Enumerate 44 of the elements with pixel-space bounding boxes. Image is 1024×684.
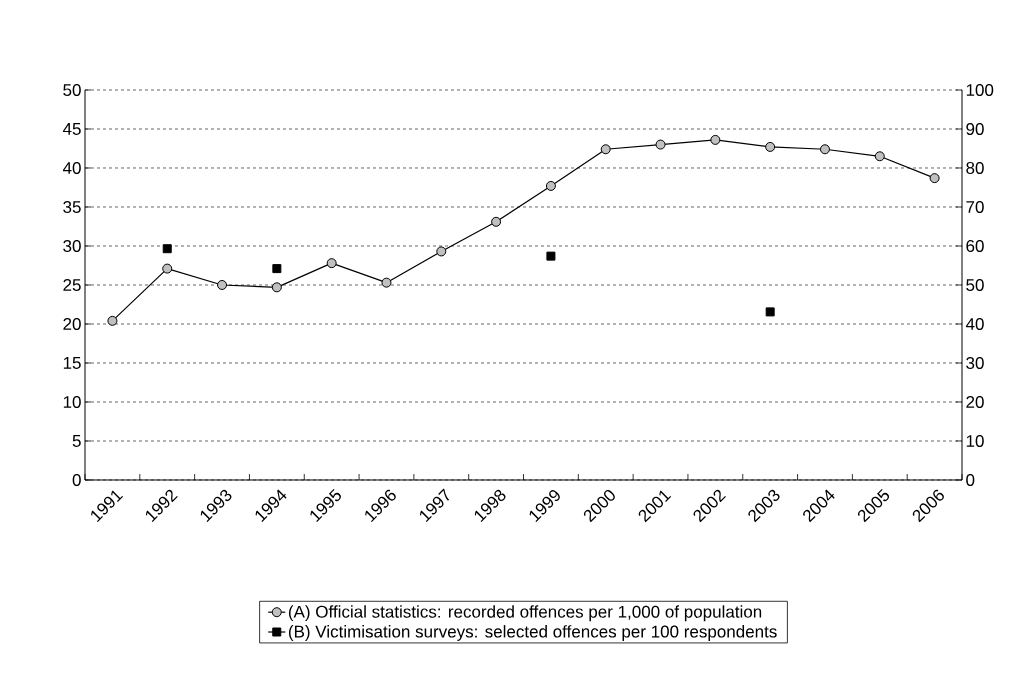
y-tick-label: 10 [63,395,81,409]
y2-tick-label: 10 [966,434,984,448]
point [491,216,502,227]
y-tick-label: 40 [62,161,81,175]
y2-tick-label: 90 [966,122,984,136]
y-tick-label: 25 [63,278,81,292]
point [545,180,556,191]
point [217,279,228,290]
point [874,151,885,162]
y2-tick-label: 20 [966,395,984,409]
y-tick-label: 35 [63,200,81,214]
y-tick-label: 45 [62,123,81,135]
point [600,144,611,155]
point [655,139,666,150]
y-tick-label: 50 [63,83,81,97]
point [819,144,830,155]
point [929,173,940,184]
point [326,258,337,269]
y2-tick-label: 60 [966,239,984,253]
y-tick-label: 30 [63,239,81,253]
y-tick-label: 20 [63,317,81,331]
point [162,263,173,274]
point [546,251,556,261]
y-tick-label: 15 [63,357,81,369]
legend-label: (A) Official statistics: recorded offences per 1,000 of population [288,605,762,622]
y-tick-label: 0 [72,473,81,487]
y-tick-label: 5 [72,435,81,447]
point [272,264,282,274]
y2-tick-label: 30 [966,356,984,370]
legend-label: (B) Victimisation surveys: selected offences per 100 respondents [288,625,777,641]
point [765,141,776,152]
point [107,315,118,326]
point [436,246,447,257]
y2-tick-label: 50 [966,278,984,292]
y2-tick-label: 80 [966,161,984,175]
point [381,277,392,288]
y2-tick-label: 40 [965,317,984,331]
y2-tick-label: 70 [966,200,984,214]
point [271,282,282,293]
y2-tick-label: 0 [966,473,975,487]
point [765,307,775,317]
point [162,244,172,254]
y2-tick-label: 100 [966,83,994,97]
point [710,134,721,145]
